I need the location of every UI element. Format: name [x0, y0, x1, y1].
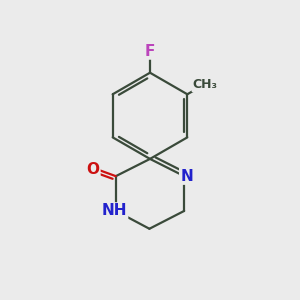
- Text: N: N: [180, 169, 193, 184]
- Text: F: F: [145, 44, 155, 59]
- Text: O: O: [86, 162, 99, 177]
- Text: CH₃: CH₃: [193, 78, 217, 91]
- Text: NH: NH: [102, 203, 127, 218]
